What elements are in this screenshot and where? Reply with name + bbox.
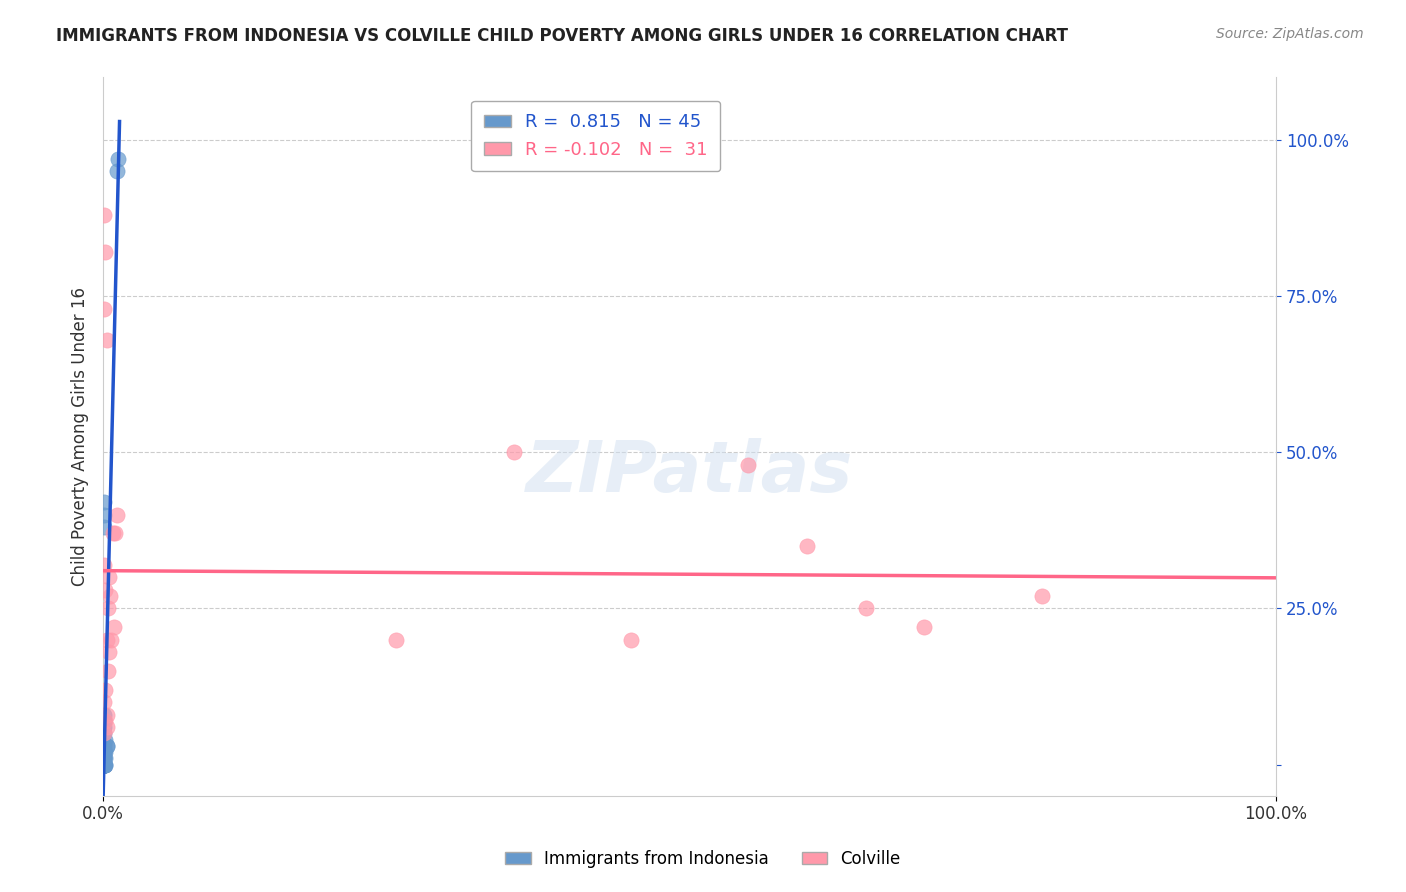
Point [93, 695, 115, 709]
Point [93, 757, 115, 772]
Point [93, 757, 115, 772]
Point [93, 508, 115, 522]
Point [93, 757, 115, 772]
Point [94, 757, 117, 772]
Point [107, 152, 129, 166]
Point [93, 558, 115, 572]
Point [96, 632, 118, 647]
Point [94, 745, 117, 759]
Point [502, 445, 524, 459]
Legend: Immigrants from Indonesia, Colville: Immigrants from Indonesia, Colville [499, 844, 907, 875]
Point [96, 333, 118, 347]
Text: Source: ZipAtlas.com: Source: ZipAtlas.com [1216, 27, 1364, 41]
Point [620, 632, 643, 647]
Y-axis label: Child Poverty Among Girls Under 16: Child Poverty Among Girls Under 16 [72, 287, 89, 586]
Text: IMMIGRANTS FROM INDONESIA VS COLVILLE CHILD POVERTY AMONG GIRLS UNDER 16 CORRELA: IMMIGRANTS FROM INDONESIA VS COLVILLE CH… [56, 27, 1069, 45]
Point [855, 601, 877, 615]
Point [93, 726, 115, 740]
Point [98, 570, 121, 584]
Point [94, 732, 117, 747]
Point [93, 739, 115, 753]
Point [93, 757, 115, 772]
Point [98, 645, 121, 659]
Point [94, 245, 117, 260]
Point [96, 707, 118, 722]
Point [796, 539, 818, 553]
Point [93, 757, 115, 772]
Point [93, 757, 115, 772]
Point [105, 508, 128, 522]
Point [93, 751, 115, 765]
Point [93, 745, 115, 759]
Legend: R =  0.815   N = 45, R = -0.102   N =  31: R = 0.815 N = 45, R = -0.102 N = 31 [471, 101, 720, 171]
Point [93, 757, 115, 772]
Point [93, 757, 115, 772]
Point [93, 714, 115, 728]
Point [93, 757, 115, 772]
Point [94, 682, 117, 697]
Point [93, 757, 115, 772]
Text: ZIPatlas: ZIPatlas [526, 438, 853, 507]
Point [93, 757, 115, 772]
Point [93, 757, 115, 772]
Point [96, 739, 118, 753]
Point [100, 632, 122, 647]
Point [93, 757, 115, 772]
Point [93, 757, 115, 772]
Point [93, 757, 115, 772]
Point [94, 714, 117, 728]
Point [97, 601, 120, 615]
Point [104, 526, 127, 541]
Point [912, 620, 935, 634]
Point [93, 757, 115, 772]
Point [94, 582, 117, 597]
Point [93, 757, 115, 772]
Point [97, 664, 120, 678]
Point [93, 757, 115, 772]
Point [94, 757, 117, 772]
Point [385, 632, 408, 647]
Point [93, 757, 115, 772]
Point [93, 751, 115, 765]
Point [737, 458, 759, 472]
Point [98, 589, 121, 603]
Point [93, 757, 115, 772]
Point [93, 726, 115, 740]
Point [93, 208, 115, 222]
Point [96, 720, 118, 734]
Point [1031, 589, 1053, 603]
Point [93, 745, 115, 759]
Point [93, 520, 115, 534]
Point [103, 620, 125, 634]
Point [93, 757, 115, 772]
Point [101, 526, 124, 541]
Point [93, 301, 115, 316]
Point [96, 739, 118, 753]
Point [93, 757, 115, 772]
Point [93, 707, 115, 722]
Point [105, 164, 128, 178]
Point [93, 495, 115, 509]
Point [94, 751, 117, 765]
Point [93, 757, 115, 772]
Point [93, 757, 115, 772]
Point [93, 720, 115, 734]
